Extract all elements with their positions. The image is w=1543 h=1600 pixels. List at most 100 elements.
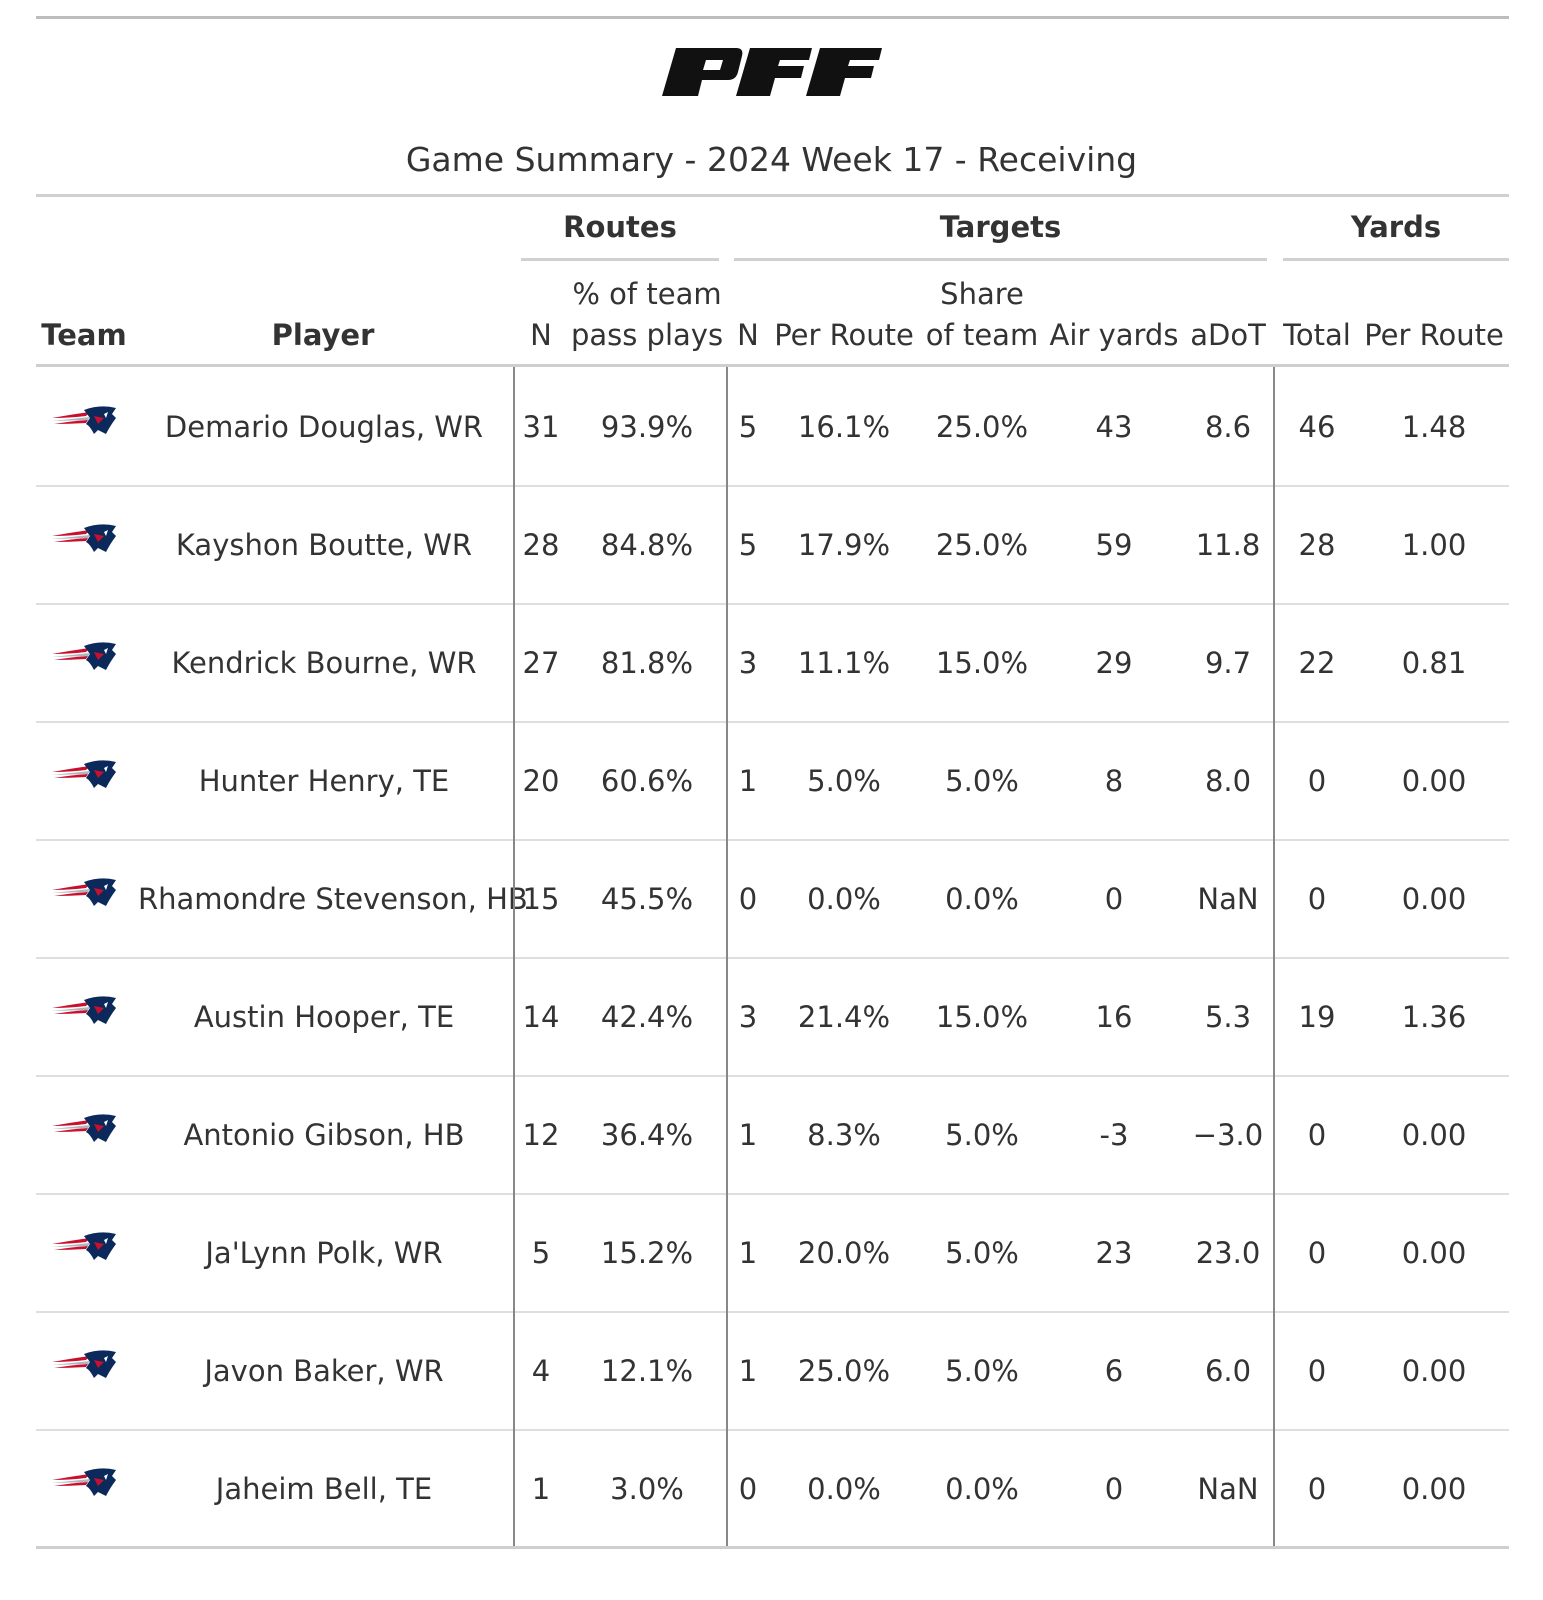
- cell-adot: NaN: [1197, 1472, 1259, 1506]
- cell-adot: 11.8: [1195, 528, 1261, 562]
- pff-logo: [662, 48, 882, 96]
- cell-yards-per-route: 0.00: [1401, 1472, 1467, 1506]
- spanner-routes-line: [521, 258, 719, 261]
- cell-share: 5.0%: [945, 1118, 1019, 1152]
- cell-adot: 9.7: [1204, 646, 1252, 680]
- table-row: Demario Douglas, WR 31 93.9% 5 16.1% 25.0% 43 8…: [36, 368, 1509, 487]
- cell-share: 0.0%: [945, 1472, 1019, 1506]
- patriots-helmet-logo: [52, 878, 116, 906]
- cell-player: Jaheim Bell, TE: [215, 1472, 433, 1506]
- cell-player: Ja'Lynn Polk, WR: [205, 1236, 443, 1270]
- col-routes-pct-line1: % of team: [572, 277, 722, 311]
- cell-targets-n: 1: [738, 1354, 758, 1388]
- cell-routes-n: 27: [522, 646, 560, 680]
- separator-yards: [1273, 367, 1275, 1547]
- cell-adot: 5.3: [1204, 1000, 1252, 1034]
- spanner-targets-line: [734, 258, 1267, 261]
- table-row: Javon Baker, WR 4 12.1% 1 25.0% 5.0% 6 6.0 0 0.00: [36, 1312, 1509, 1431]
- col-yards-total: Total: [1283, 318, 1351, 352]
- cell-targets-per-route: 8.3%: [807, 1118, 881, 1152]
- table-row: Hunter Henry, TE 20 60.6% 1 5.0% 5.0% 8 8.0 0 0.0…: [36, 722, 1509, 841]
- row-divider: [36, 1429, 1509, 1431]
- patriots-helmet-logo: [52, 1468, 116, 1496]
- cell-routes-pct: 12.1%: [600, 1354, 694, 1388]
- cell-routes-n: 31: [522, 410, 560, 444]
- cell-adot: 8.0: [1204, 764, 1252, 798]
- cell-air-yards: 0: [1104, 1472, 1124, 1506]
- bottom-rule: [36, 1546, 1509, 1549]
- table-row: Jaheim Bell, TE 1 3.0% 0 0.0% 0.0% 0 NaN 0 0.00: [36, 1430, 1509, 1548]
- cell-routes-pct: 84.8%: [600, 528, 694, 562]
- cell-routes-n: 1: [531, 1472, 551, 1506]
- patriots-helmet-logo: [52, 642, 116, 670]
- cell-routes-pct: 42.4%: [600, 1000, 694, 1034]
- cell-air-yards: 8: [1104, 764, 1124, 798]
- cell-share: 15.0%: [935, 646, 1029, 680]
- col-targets-per-route: Per Route: [774, 318, 914, 352]
- cell-targets-n: 5: [738, 410, 758, 444]
- cell-targets-n: 3: [738, 1000, 758, 1034]
- cell-yards-total: 0: [1307, 1354, 1327, 1388]
- patriots-helmet-logo: [52, 1232, 116, 1260]
- cell-player: Kayshon Boutte, WR: [175, 528, 473, 562]
- table-row: Antonio Gibson, HB 12 36.4% 1 8.3% 5.0% -3 −3.0…: [36, 1076, 1509, 1195]
- cell-yards-per-route: 1.48: [1401, 410, 1467, 444]
- cell-yards-per-route: 0.00: [1401, 1236, 1467, 1270]
- col-targets-n: N: [737, 318, 759, 352]
- row-divider: [36, 1193, 1509, 1195]
- cell-yards-total: 0: [1307, 1236, 1327, 1270]
- cell-yards-per-route: 0.81: [1401, 646, 1467, 680]
- cell-player: Demario Douglas, WR: [164, 410, 484, 444]
- cell-adot: 23.0: [1195, 1236, 1261, 1270]
- cell-routes-pct: 81.8%: [600, 646, 694, 680]
- row-divider: [36, 839, 1509, 841]
- col-team: Team: [41, 318, 127, 352]
- cell-air-yards: 43: [1095, 410, 1133, 444]
- cell-yards-per-route: 0.00: [1401, 764, 1467, 798]
- cell-routes-n: 20: [522, 764, 560, 798]
- cell-air-yards: 23: [1095, 1236, 1133, 1270]
- cell-player: Hunter Henry, TE: [198, 764, 450, 798]
- separator-targets: [726, 367, 728, 1547]
- cell-yards-per-route: 1.00: [1401, 528, 1467, 562]
- patriots-helmet-logo: [52, 524, 116, 552]
- cell-yards-total: 28: [1298, 528, 1336, 562]
- cell-targets-per-route: 5.0%: [807, 764, 881, 798]
- cell-yards-per-route: 0.00: [1401, 882, 1467, 916]
- cell-share: 15.0%: [935, 1000, 1029, 1034]
- cell-targets-n: 1: [738, 1118, 758, 1152]
- cell-routes-pct: 45.5%: [600, 882, 694, 916]
- cell-targets-per-route: 17.9%: [797, 528, 891, 562]
- cell-routes-pct: 15.2%: [600, 1236, 694, 1270]
- spanner-yards-line: [1283, 258, 1509, 261]
- cell-player: Austin Hooper, TE: [193, 1000, 455, 1034]
- cell-yards-total: 22: [1298, 646, 1336, 680]
- table-row: Kendrick Bourne, WR 27 81.8% 3 11.1% 15.0% 29 9…: [36, 604, 1509, 723]
- cell-share: 5.0%: [945, 1236, 1019, 1270]
- cell-yards-per-route: 0.00: [1401, 1354, 1467, 1388]
- cell-targets-per-route: 11.1%: [797, 646, 891, 680]
- table-title: Game Summary - 2024 Week 17 - Receiving: [405, 140, 1138, 179]
- cell-targets-n: 5: [738, 528, 758, 562]
- cell-yards-total: 46: [1298, 410, 1336, 444]
- patriots-helmet-logo: [52, 996, 116, 1024]
- col-adot: aDoT: [1190, 318, 1266, 352]
- col-air-yards: Air yards: [1049, 318, 1179, 352]
- title-rule: [36, 194, 1509, 197]
- cell-routes-n: 12: [522, 1118, 560, 1152]
- table-row: Austin Hooper, TE 14 42.4% 3 21.4% 15.0% 16 5.3…: [36, 958, 1509, 1077]
- cell-routes-n: 5: [531, 1236, 551, 1270]
- row-divider: [36, 1075, 1509, 1077]
- patriots-helmet-logo: [52, 1350, 116, 1378]
- cell-adot: 6.0: [1204, 1354, 1252, 1388]
- row-divider: [36, 957, 1509, 959]
- cell-yards-total: 19: [1298, 1000, 1336, 1034]
- cell-share: 25.0%: [935, 528, 1029, 562]
- cell-targets-per-route: 0.0%: [807, 1472, 881, 1506]
- table-row: Rhamondre Stevenson, HB 15 45.5% 0 0.0% 0.0% 0…: [36, 840, 1509, 959]
- cell-routes-n: 14: [522, 1000, 560, 1034]
- cell-yards-per-route: 1.36: [1401, 1000, 1467, 1034]
- cell-yards-total: 0: [1307, 1472, 1327, 1506]
- col-share-line2: of team: [925, 318, 1039, 352]
- cell-routes-pct: 3.0%: [610, 1472, 684, 1506]
